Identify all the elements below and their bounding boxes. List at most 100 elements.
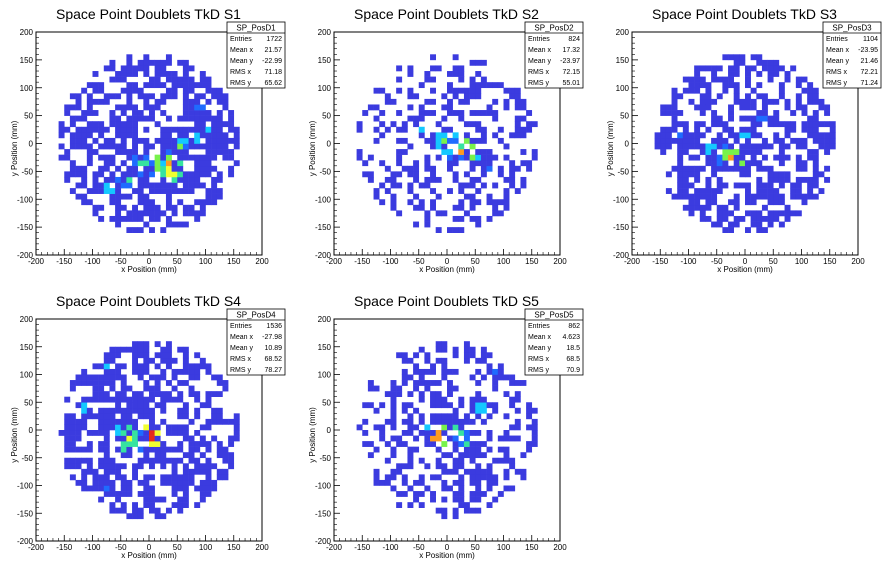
histogram-bin <box>677 149 684 155</box>
histogram-bin <box>188 98 195 105</box>
histogram-bin <box>132 391 138 397</box>
histogram-bin <box>205 368 212 375</box>
histogram-bin <box>407 485 414 492</box>
histogram-bin <box>126 87 133 94</box>
histogram-bin <box>745 171 751 178</box>
histogram-bin <box>716 182 723 189</box>
histogram-bin <box>109 507 116 514</box>
histogram-bin <box>761 137 768 144</box>
histogram-bin <box>216 474 223 481</box>
histogram-bin <box>205 474 212 481</box>
histogram-bin <box>463 502 470 508</box>
histogram-bin <box>784 132 791 139</box>
histogram-bin <box>211 413 218 420</box>
histogram-bin <box>165 132 172 139</box>
histogram-bin <box>435 446 442 453</box>
histogram-bin <box>699 121 706 128</box>
histogram-bin <box>160 188 167 194</box>
histogram-bin <box>205 110 212 116</box>
histogram-bin <box>435 457 442 464</box>
histogram-bin <box>807 132 814 139</box>
histogram-bin <box>705 93 712 100</box>
histogram-bin <box>514 132 521 139</box>
histogram-bin <box>109 479 116 486</box>
histogram-bin <box>126 54 133 61</box>
histogram-bin <box>75 132 82 139</box>
histogram-bin <box>424 165 431 172</box>
histogram-bin <box>356 154 363 161</box>
histogram-bin <box>199 210 206 217</box>
histogram-bin <box>424 154 431 161</box>
histogram-bin <box>475 446 482 453</box>
histogram-bin <box>143 98 150 105</box>
histogram-bin <box>520 182 527 189</box>
histogram-bin <box>728 126 734 133</box>
histogram-bin <box>480 396 487 403</box>
histogram-bin <box>390 418 397 425</box>
histogram-bin <box>463 98 470 105</box>
histogram-bin <box>356 424 363 431</box>
histogram-bin <box>503 193 510 200</box>
histogram-bin <box>733 137 740 144</box>
histogram-bin <box>430 496 436 503</box>
histogram-bin <box>396 171 403 178</box>
histogram-bin <box>407 104 414 111</box>
histogram-bin <box>132 87 138 94</box>
histogram-bin <box>795 137 802 144</box>
histogram-bin <box>424 352 431 359</box>
histogram-bin <box>233 137 240 144</box>
histogram-bin <box>778 87 785 94</box>
histogram-bin <box>475 110 482 116</box>
histogram-bin <box>132 204 138 211</box>
histogram-bin <box>132 149 138 155</box>
histogram-bin <box>486 193 493 200</box>
histogram-bin <box>520 98 527 105</box>
histogram-bin <box>222 468 229 475</box>
histogram-bin <box>81 165 88 172</box>
histogram-bin <box>435 137 442 144</box>
histogram-bin <box>435 391 442 397</box>
histogram-bin <box>81 457 88 464</box>
histogram-bin <box>671 115 678 122</box>
histogram-bin <box>222 380 229 386</box>
x-tick-label: 150 <box>227 257 241 266</box>
histogram-bin <box>165 143 172 150</box>
histogram-bin <box>182 346 189 353</box>
histogram-bin <box>745 160 751 167</box>
histogram-bin <box>390 380 397 386</box>
histogram-bin <box>362 171 369 178</box>
histogram-bin <box>216 171 223 178</box>
histogram-bin <box>103 446 110 453</box>
histogram-bin <box>694 204 701 211</box>
histogram-bin <box>492 385 499 392</box>
histogram-bin <box>424 221 431 228</box>
histogram-bin <box>211 132 218 139</box>
histogram-bin <box>424 215 431 222</box>
histogram-bin <box>458 154 465 161</box>
histogram-bin <box>115 199 122 206</box>
histogram-bin <box>115 396 122 403</box>
histogram-bin <box>109 502 116 508</box>
histogram-bin <box>182 59 189 66</box>
histogram-bin <box>132 502 138 508</box>
histogram-bin <box>750 104 757 111</box>
histogram-bin <box>520 452 527 459</box>
histogram-bin <box>447 368 453 375</box>
histogram-bin <box>716 93 723 100</box>
histogram-bin <box>115 204 122 211</box>
histogram-bin <box>401 357 408 364</box>
y-tick-label: -100 <box>315 482 332 491</box>
stats-box-title: SP_PosD4 <box>236 311 276 320</box>
histogram-bin <box>211 149 218 155</box>
histogram-bin <box>452 160 459 167</box>
histogram-bin <box>171 188 178 194</box>
histogram-bin <box>699 82 706 89</box>
histogram-bin <box>92 182 99 189</box>
histogram-bin <box>75 435 82 442</box>
histogram-bin <box>188 435 195 442</box>
histogram-bin <box>81 380 88 386</box>
histogram-bin <box>671 87 678 94</box>
histogram-bin <box>430 132 436 139</box>
y-tick-label: -150 <box>17 223 34 232</box>
histogram-bin <box>149 115 155 122</box>
